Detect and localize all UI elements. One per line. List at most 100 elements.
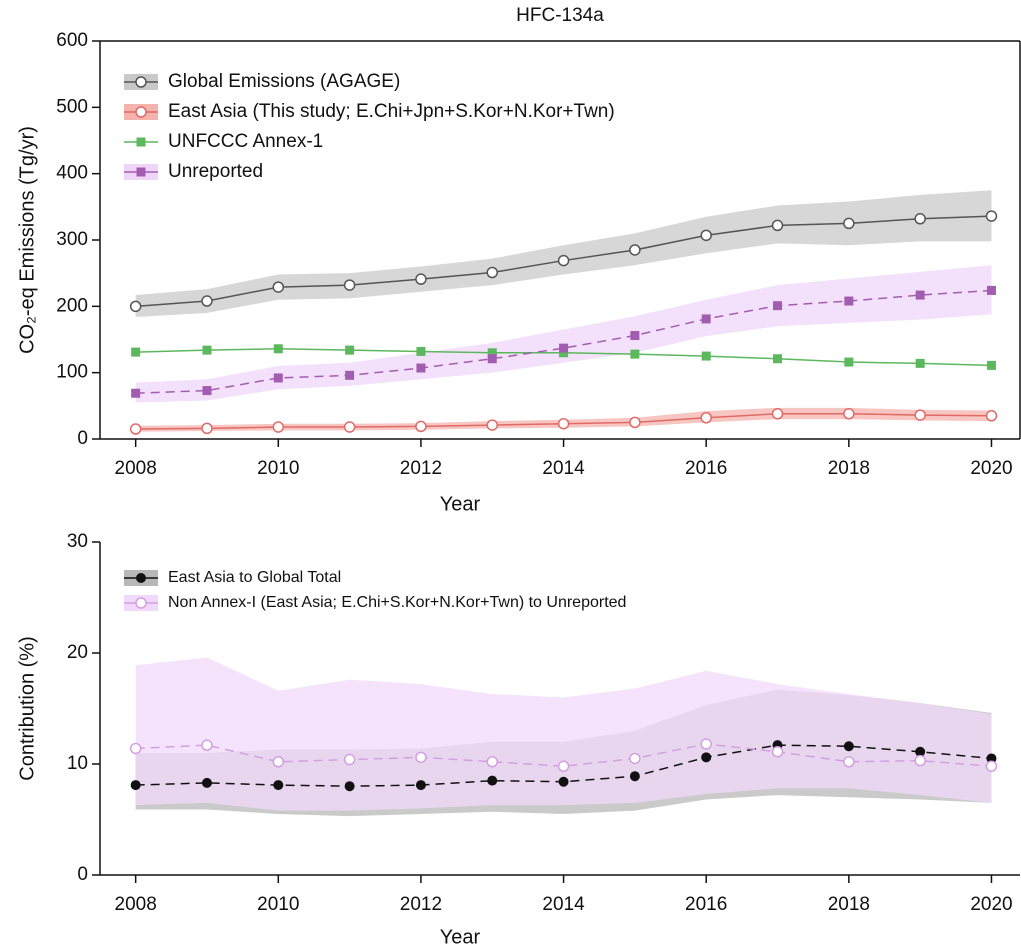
data-point [486, 419, 498, 431]
legend-marker [136, 167, 146, 177]
x-tick-label: 2016 [685, 458, 727, 479]
chart-title: HFC-134a [516, 5, 604, 26]
uncertainty-band [135, 657, 992, 811]
data-point [202, 345, 212, 355]
y-tick-label: 0 [77, 864, 88, 885]
data-point [773, 354, 783, 364]
data-point [487, 775, 498, 786]
x-tick-label: 2020 [970, 458, 1012, 479]
x-tick-label: 2008 [115, 458, 157, 479]
data-point [915, 746, 926, 757]
data-point [844, 357, 854, 367]
data-point [629, 752, 641, 765]
data-point [843, 741, 854, 752]
data-point [415, 420, 427, 433]
data-point [985, 410, 998, 422]
y-tick-label: 200 [56, 295, 88, 316]
data-point [486, 266, 498, 279]
legend-item: East Asia (This study; E.Chi+Jpn+S.Kor+N… [124, 101, 615, 122]
data-point [773, 301, 783, 311]
data-point [700, 412, 712, 424]
data-point [202, 386, 212, 396]
data-point [486, 756, 498, 768]
y-tick-label: 30 [67, 531, 88, 552]
x-tick-label: 2018 [828, 458, 870, 479]
x-tick-label: 2010 [257, 894, 299, 915]
data-point [630, 331, 640, 341]
data-point [914, 213, 926, 225]
x-tick-label: 2012 [400, 894, 442, 915]
legend-label: Global Emissions (AGAGE) [168, 71, 400, 92]
data-point [559, 348, 569, 358]
data-point [415, 751, 427, 764]
data-point [914, 754, 926, 767]
legend-label: East Asia to Global Total [168, 569, 341, 586]
uncertainty-band [135, 265, 992, 403]
y-tick-label: 500 [56, 96, 88, 117]
x-tick-label: 2016 [685, 894, 727, 915]
x-tick-label: 2018 [828, 894, 870, 915]
data-point [131, 388, 141, 398]
legend-label: Non Annex-I (East Asia; E.Chi+S.Kor+N.Ko… [168, 594, 626, 611]
x-tick-label: 2014 [542, 894, 585, 915]
data-point [629, 416, 641, 429]
data-point [844, 296, 854, 306]
data-point [131, 347, 141, 357]
legend-marker [135, 76, 147, 88]
data-point [985, 760, 998, 772]
data-point [201, 777, 212, 788]
data-point [487, 348, 497, 358]
data-point [345, 345, 355, 355]
data-point [557, 254, 570, 267]
legend-item: Unreported [124, 161, 263, 182]
data-point [557, 760, 570, 772]
y-axis-label: Contribution (%) [16, 636, 38, 781]
legend-item: Non Annex-I (East Asia; E.Chi+S.Kor+N.Ko… [124, 594, 626, 611]
data-point [630, 349, 640, 359]
data-point [701, 752, 712, 763]
x-tick-label: 2014 [542, 458, 585, 479]
legend-marker [135, 597, 147, 609]
x-axis-label: Year [440, 926, 481, 948]
data-point [843, 408, 855, 420]
legend-item: East Asia to Global Total [124, 569, 341, 586]
data-point [344, 781, 355, 792]
data-point [771, 408, 784, 420]
data-point [700, 229, 712, 242]
data-point [201, 295, 213, 307]
data-point [986, 753, 997, 764]
y-tick-label: 400 [56, 163, 88, 184]
data-point [559, 343, 569, 353]
legend-item: UNFCCC Annex-1 [124, 131, 323, 152]
data-point [487, 354, 497, 364]
legend-marker [135, 106, 147, 118]
data-point [915, 290, 925, 300]
data-point [273, 780, 284, 791]
data-point [700, 738, 712, 750]
y-axis-label: CO₂-eq Emissions (Tg/yr) [16, 126, 38, 354]
data-point [343, 753, 356, 766]
y-tick-label: 0 [77, 428, 88, 449]
y-tick-label: 100 [56, 362, 88, 383]
data-point [345, 370, 355, 380]
x-axis-label: Year [440, 493, 481, 515]
y-tick-label: 10 [67, 753, 88, 774]
y-tick-label: 20 [67, 642, 88, 663]
legend-label: East Asia (This study; E.Chi+Jpn+S.Kor+N… [168, 101, 615, 122]
legend-marker [136, 573, 146, 583]
data-point [129, 423, 142, 435]
legend-marker [136, 137, 146, 147]
data-point [129, 742, 142, 755]
y-tick-label: 300 [56, 229, 88, 250]
data-point [343, 421, 356, 433]
data-point [771, 746, 784, 758]
data-point [701, 351, 711, 361]
data-point [986, 285, 996, 295]
data-point [343, 279, 356, 291]
data-point [985, 210, 998, 222]
data-point [272, 281, 285, 293]
data-point [201, 422, 213, 435]
data-point [201, 739, 213, 751]
data-point [915, 358, 925, 368]
data-point [273, 344, 283, 354]
